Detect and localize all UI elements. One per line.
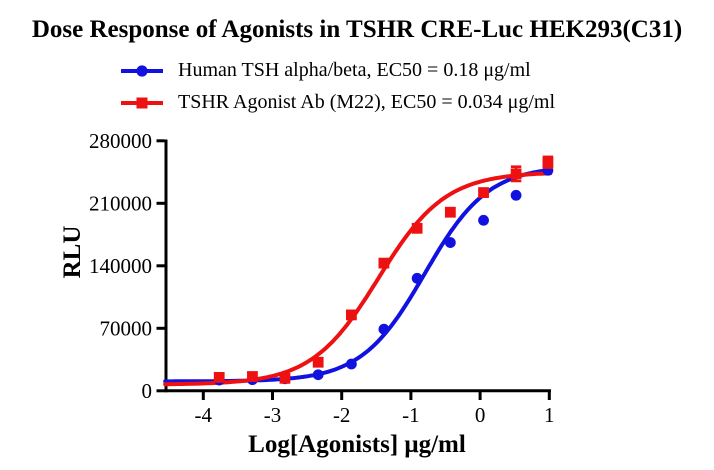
data-point-blue [378,323,390,335]
x-tick-label: -2 [333,403,351,427]
y-tick-label: 70000 [100,316,153,340]
legend-square [136,97,148,109]
data-point-blue [345,358,357,370]
x-axis-title: Log[Agonists] μg/ml [248,431,466,458]
data-point-red [213,372,225,383]
legend-marker-glyph [121,65,163,77]
legend-item-human-tsh: Human TSH alpha/beta, EC50 = 0.18 μg/ml [120,58,531,82]
data-point-red [345,309,357,321]
data-point-red [247,371,258,382]
y-tick-label: 210000 [89,191,152,215]
legend-label: TSHR Agonist Ab (M22), EC50 = 0.034 μg/m… [178,90,556,113]
fit-curve-blue [163,167,553,384]
data-point-blue [478,214,489,226]
legend-label: Human TSH alpha/beta, EC50 = 0.18 μg/ml [178,58,531,81]
fit-curve-red [163,171,553,387]
data-point-red [478,187,489,198]
legend-marker-circle-icon [120,62,164,78]
data-point-red [510,168,522,180]
y-tick-label: 140000 [89,254,152,278]
data-point-blue [312,369,324,381]
data-point-red [279,372,291,384]
y-tick-label: 280000 [89,129,152,153]
x-tick-label: -3 [264,403,282,427]
y-tick-label: 0 [142,379,153,403]
x-tick-label: 1 [544,403,555,427]
x-tick-label: -4 [195,403,213,427]
data-point-red [312,356,324,368]
legend-circle [136,65,148,77]
legend-marker-square-icon [120,94,164,110]
y-axis-title: RLU [59,226,86,279]
x-tick-label: -1 [402,403,420,427]
data-point-red [444,206,456,218]
x-tick-label: 0 [475,403,486,427]
legend-marker-glyph [121,97,163,109]
data-point-blue [510,189,522,201]
chart-title: Dose Response of Agonists in TSHR CRE-Lu… [31,16,683,43]
data-point-red [411,222,423,234]
data-point-red [542,156,554,168]
data-point-blue [444,237,456,248]
data-point-blue [411,272,423,284]
data-point-red [378,257,390,269]
legend-item-m22: TSHR Agonist Ab (M22), EC50 = 0.034 μg/m… [120,90,555,114]
